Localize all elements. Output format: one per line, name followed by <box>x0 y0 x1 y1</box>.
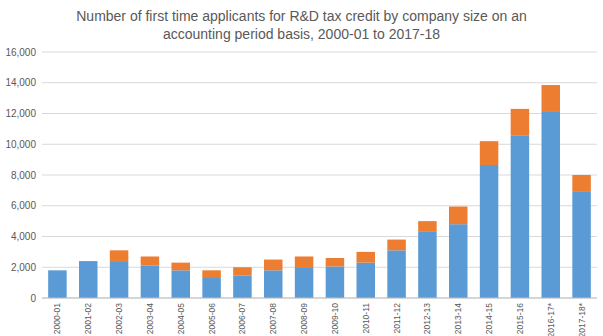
bar <box>295 256 314 268</box>
bar <box>511 109 529 136</box>
bar <box>48 270 67 271</box>
x-tick-label: 2005-06 <box>207 303 217 334</box>
title: Number of first time applicants for R&D … <box>76 8 527 42</box>
bar <box>141 256 160 265</box>
y-tick-label: 4,000 <box>11 231 36 242</box>
bar <box>233 276 252 298</box>
bar <box>326 266 345 298</box>
x-tick-label: 2004-05 <box>176 303 186 334</box>
bar <box>295 268 314 298</box>
bar <box>357 252 376 263</box>
bar <box>233 267 252 275</box>
bar <box>387 250 406 298</box>
x-axis <box>42 298 597 299</box>
y-tick-label: 10,000 <box>5 139 36 150</box>
bar <box>387 240 406 251</box>
bar <box>449 224 468 298</box>
bar <box>326 258 345 266</box>
y-tick-label: 6,000 <box>11 200 36 211</box>
x-tick-label: 2010-11 <box>361 303 371 334</box>
title-line: accounting period basis, 2000-01 to 2017… <box>163 26 440 42</box>
bars <box>48 85 591 298</box>
grid-line <box>42 298 597 299</box>
y-tick-label: 14,000 <box>5 77 36 88</box>
grid-line <box>42 52 597 53</box>
bar <box>480 165 499 298</box>
bar <box>449 207 468 225</box>
x-tick-label: 2000-01 <box>52 303 62 334</box>
x-tick-label: 2007-08 <box>268 303 278 334</box>
x-tick-label: 2013-14 <box>453 303 463 334</box>
bar <box>572 192 591 298</box>
y-tick-label: 12,000 <box>5 108 36 119</box>
bar <box>48 270 67 298</box>
bar <box>110 250 129 261</box>
bar <box>172 263 191 271</box>
bar <box>79 261 98 262</box>
bar <box>202 270 221 278</box>
bar <box>79 261 98 298</box>
x-tick-label: 2003-04 <box>145 303 155 334</box>
x-tick-label: 2017-18* <box>577 302 587 336</box>
bar <box>264 270 283 298</box>
x-tick-label: 2015-16 <box>515 303 525 334</box>
y-tick-label: 0 <box>30 293 36 304</box>
bar <box>264 260 283 271</box>
bar <box>480 141 499 165</box>
bar <box>418 221 437 232</box>
bar <box>141 266 160 298</box>
background <box>0 0 603 336</box>
chart: Number of first time applicants for R&D … <box>0 0 603 336</box>
bar <box>357 263 376 298</box>
x-tick-label: 2002-03 <box>114 303 124 334</box>
y-tick-label: 16,000 <box>5 47 36 58</box>
x-tick-label: 2014-15 <box>484 303 494 334</box>
bar <box>418 232 437 298</box>
bar <box>572 175 591 192</box>
y-tick-label: 2,000 <box>11 262 36 273</box>
y-tick-label: 8,000 <box>11 170 36 181</box>
x-tick-label: 2009-10 <box>330 303 340 334</box>
title-line: Number of first time applicants for R&D … <box>76 8 527 24</box>
bar <box>202 278 221 298</box>
x-tick-label: 2006-07 <box>237 303 247 334</box>
bar <box>542 85 561 112</box>
x-tick-label: 2001-02 <box>83 303 93 334</box>
bar <box>110 261 129 298</box>
x-tick-label: 2011-12 <box>392 303 402 334</box>
x-tick-label: 2008-09 <box>299 303 309 334</box>
bar <box>542 112 561 298</box>
x-tick-label: 2016-17* <box>546 302 556 336</box>
bar <box>511 136 529 298</box>
x-tick-label: 2012-13 <box>422 303 432 334</box>
grid-line <box>42 82 597 83</box>
bar <box>172 270 191 298</box>
